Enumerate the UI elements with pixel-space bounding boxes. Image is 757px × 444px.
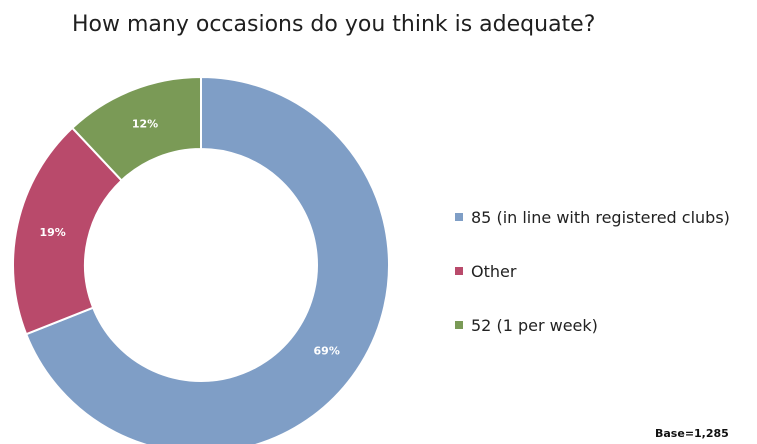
legend-swatch	[455, 213, 463, 221]
legend: 85 (in line with registered clubs) Other…	[455, 205, 755, 367]
slice-value-label: 19%	[39, 226, 65, 239]
donut-slice	[24, 75, 390, 444]
chart-title: How many occasions do you think is adequ…	[72, 12, 596, 37]
legend-label: 52 (1 per week)	[471, 315, 598, 335]
base-note: Base=1,285	[655, 427, 729, 440]
legend-swatch	[455, 267, 463, 275]
legend-swatch	[455, 321, 463, 329]
legend-item: 85 (in line with registered clubs)	[455, 205, 755, 229]
legend-label: 85 (in line with registered clubs)	[471, 207, 730, 227]
slice-value-label: 12%	[132, 118, 158, 131]
donut-slice	[70, 75, 202, 182]
legend-item: Other	[455, 259, 755, 283]
slice-value-label: 69%	[314, 344, 340, 357]
legend-item: 52 (1 per week)	[455, 313, 755, 337]
legend-label: Other	[471, 261, 517, 281]
